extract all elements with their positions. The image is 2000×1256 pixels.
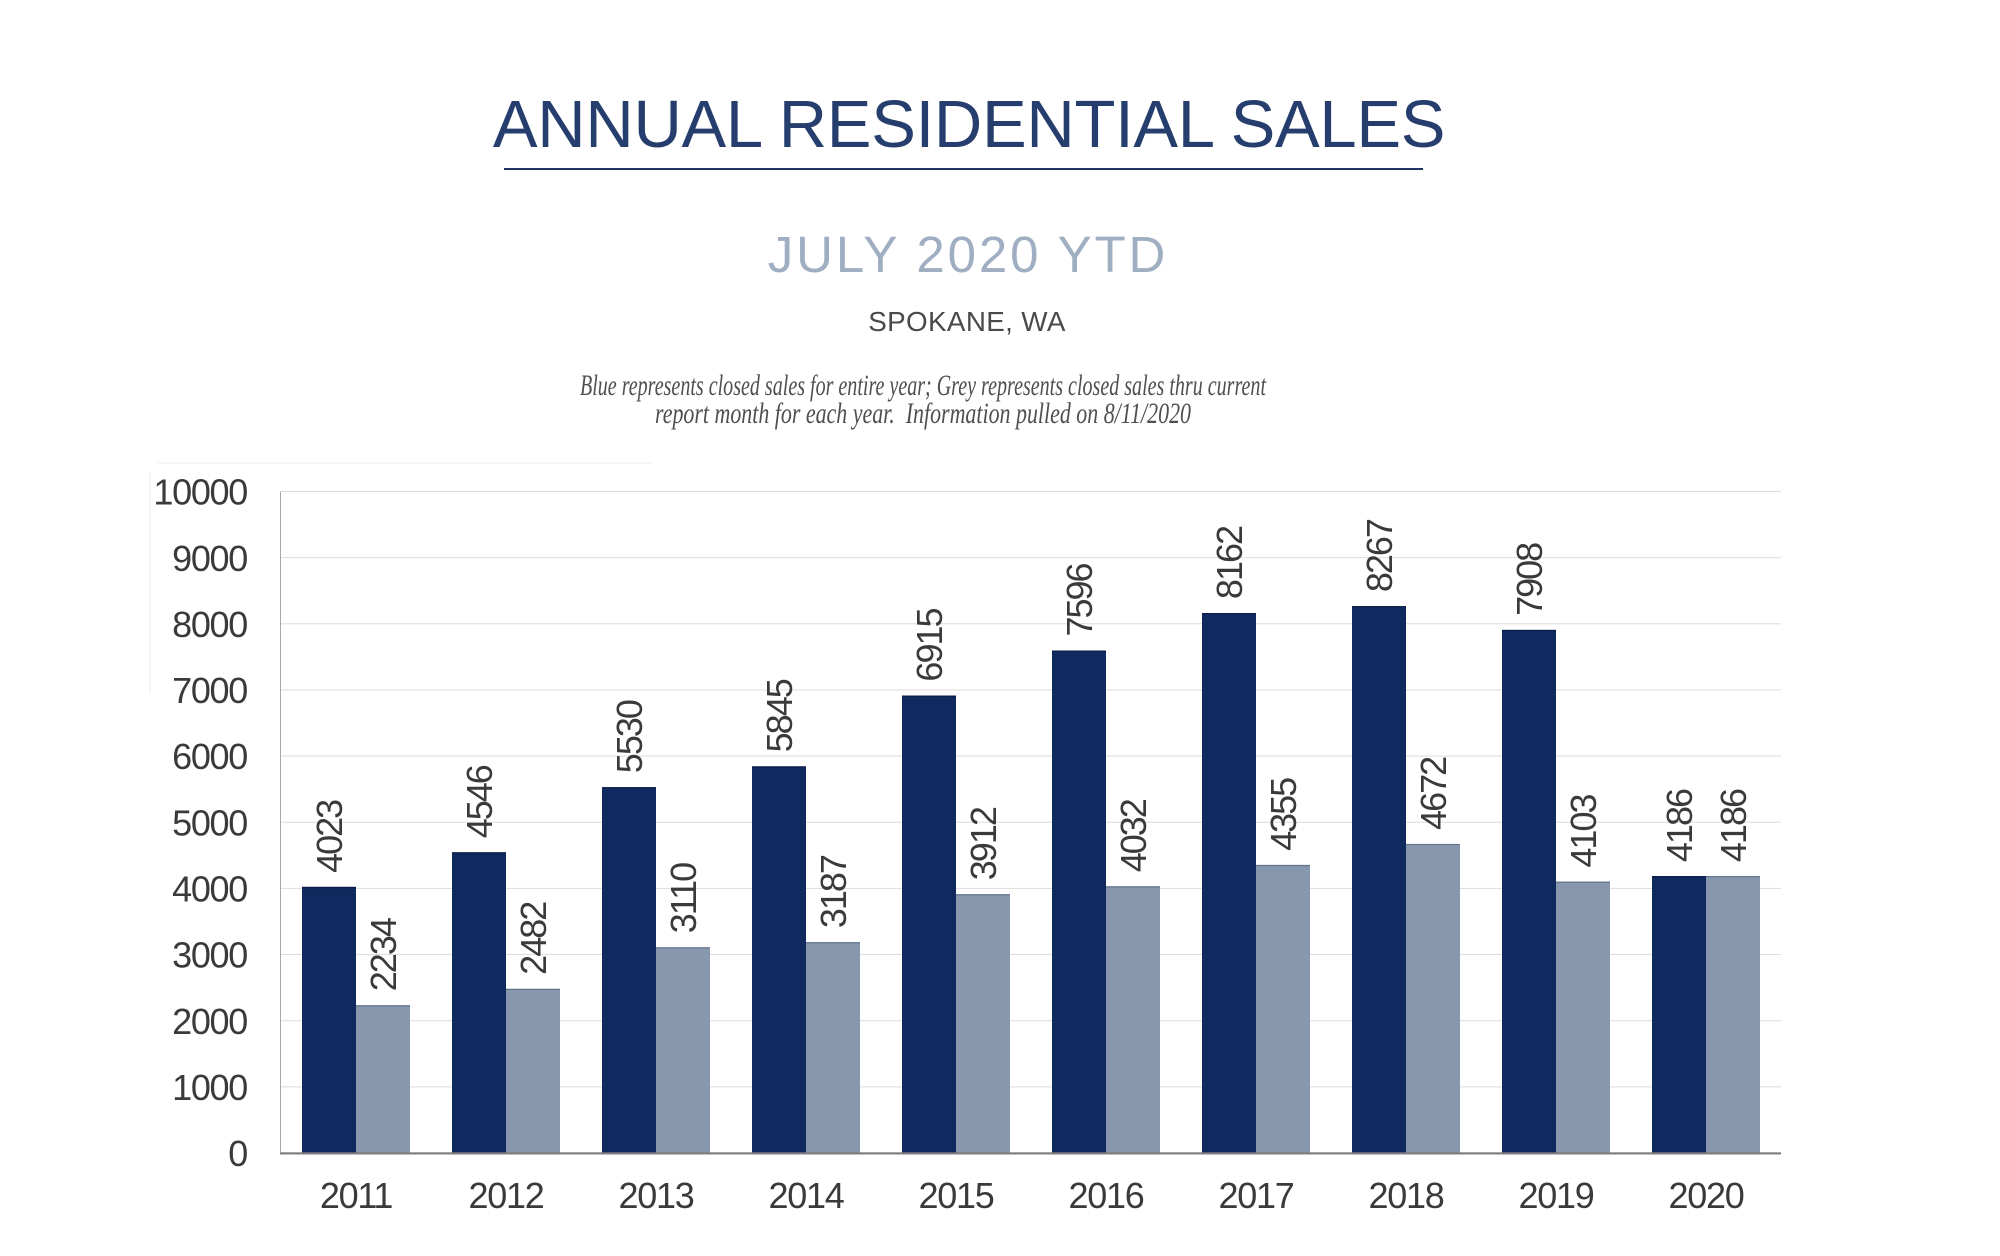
svg-text:7000: 7000 [172, 670, 247, 711]
svg-text:2013: 2013 [619, 1175, 694, 1216]
svg-text:3000: 3000 [172, 935, 247, 976]
svg-text:4000: 4000 [172, 869, 247, 910]
svg-text:5530: 5530 [609, 700, 650, 773]
svg-text:6000: 6000 [172, 736, 247, 777]
svg-text:4103: 4103 [1563, 795, 1604, 868]
svg-text:4186: 4186 [1659, 789, 1700, 862]
svg-text:6915: 6915 [909, 609, 950, 682]
svg-text:2015: 2015 [919, 1175, 994, 1216]
svg-text:7908: 7908 [1509, 543, 1550, 616]
svg-text:2012: 2012 [469, 1175, 544, 1216]
svg-text:5000: 5000 [172, 802, 247, 843]
svg-text:2014: 2014 [769, 1175, 844, 1216]
svg-text:2234: 2234 [363, 918, 404, 991]
svg-text:10000: 10000 [153, 472, 247, 513]
svg-text:2482: 2482 [513, 902, 554, 975]
svg-text:3110: 3110 [663, 863, 704, 933]
svg-text:2011: 2011 [320, 1175, 392, 1216]
svg-text:0: 0 [228, 1133, 247, 1174]
svg-text:8267: 8267 [1359, 519, 1400, 592]
svg-text:5845: 5845 [759, 679, 800, 752]
svg-text:2018: 2018 [1369, 1175, 1444, 1216]
svg-text:4355: 4355 [1263, 778, 1304, 851]
svg-text:4023: 4023 [309, 800, 350, 873]
svg-text:2020: 2020 [1669, 1175, 1744, 1216]
svg-text:1000: 1000 [172, 1067, 247, 1108]
svg-text:9000: 9000 [172, 538, 247, 579]
svg-text:4546: 4546 [459, 765, 500, 838]
svg-text:4672: 4672 [1413, 757, 1454, 830]
svg-text:2017: 2017 [1219, 1175, 1294, 1216]
svg-text:3912: 3912 [963, 807, 1004, 880]
svg-text:8000: 8000 [172, 604, 247, 645]
svg-text:8162: 8162 [1209, 526, 1250, 599]
svg-text:4032: 4032 [1113, 799, 1154, 872]
svg-text:4186: 4186 [1713, 789, 1754, 862]
svg-text:7596: 7596 [1059, 563, 1100, 636]
svg-text:2016: 2016 [1069, 1175, 1144, 1216]
svg-text:2019: 2019 [1519, 1175, 1594, 1216]
svg-text:3187: 3187 [813, 855, 854, 928]
svg-text:2000: 2000 [172, 1001, 247, 1042]
